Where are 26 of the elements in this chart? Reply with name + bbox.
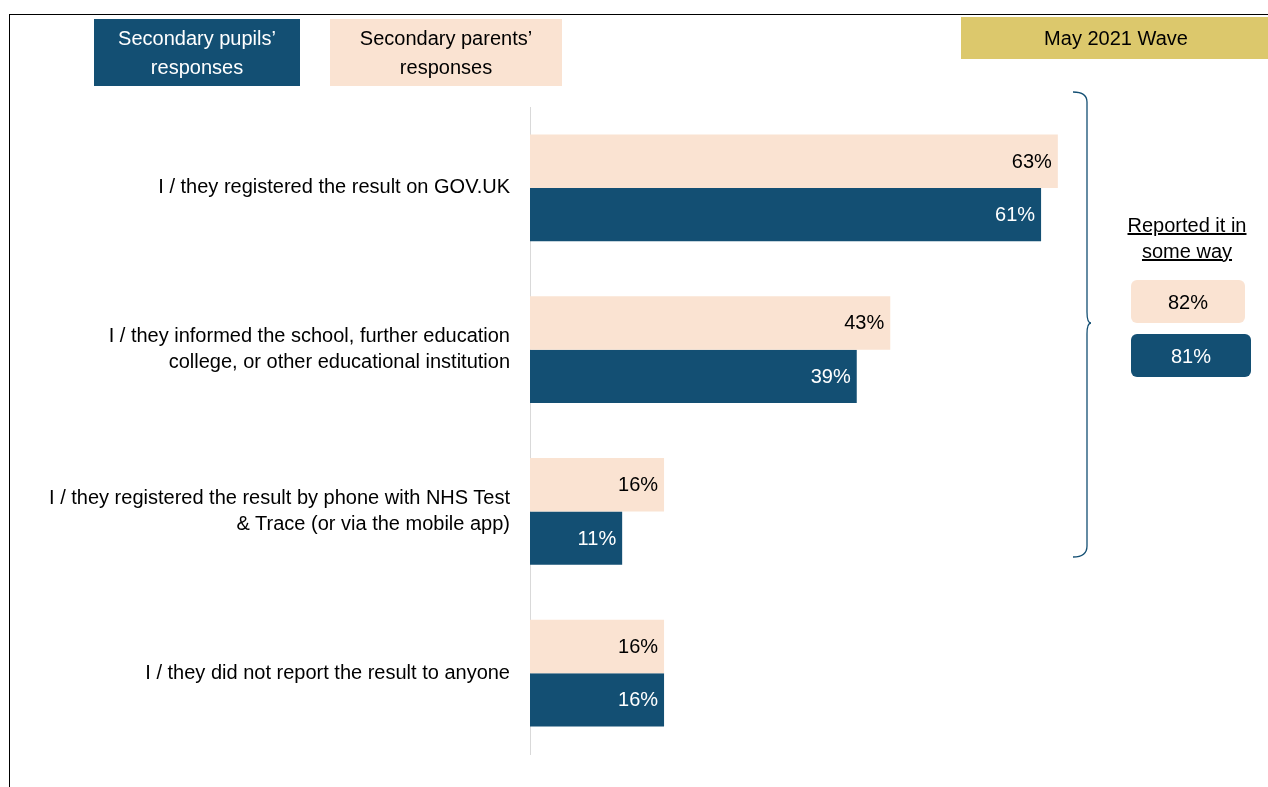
text: Secondary pupils’ responses — [94, 19, 300, 86]
bar — [530, 673, 665, 727]
text: 81% — [1131, 334, 1251, 377]
y-tick-label: I / they registered the result by phone with NHS Test & Trace (or via the mobile app) — [49, 485, 511, 534]
bar — [530, 619, 665, 674]
bar — [530, 511, 623, 565]
bar — [530, 134, 1058, 188]
bar — [530, 296, 891, 350]
y-tick-label: I / they registered the result on GOV.UK — [158, 175, 511, 198]
data-label: 63% — [1011, 149, 1053, 172]
bar — [530, 458, 665, 512]
bar — [530, 349, 857, 403]
y-tick-label: I / they did not report the result to anyone — [145, 660, 510, 683]
text: Secondary parents’ responses — [330, 19, 562, 86]
text: 82% — [1131, 280, 1245, 323]
data-label: 39% — [810, 364, 851, 387]
data-label: 16% — [618, 473, 659, 496]
y-tick-label: I / they informed the school, further education college, or other educational institution — [108, 324, 510, 373]
data-label: 16% — [618, 688, 659, 711]
bar — [530, 187, 1042, 242]
text: May 2021 Wave — [961, 17, 1268, 59]
text: Reported it in some way — [1126, 213, 1248, 264]
data-label: 16% — [618, 634, 659, 657]
data-label: 11% — [577, 526, 617, 549]
data-label: 43% — [844, 311, 885, 334]
data-label: 61% — [995, 203, 1036, 226]
